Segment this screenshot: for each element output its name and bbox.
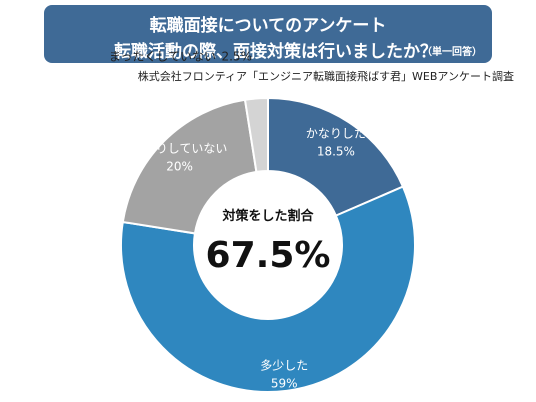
center-label: 対策をした割合	[221, 208, 314, 224]
slice-label-3: まったくしていない	[109, 50, 216, 64]
slice-value-2: 20%	[166, 160, 193, 174]
title-line-2: 転職活動の際、面接対策は行いましたか？	[114, 42, 437, 62]
slice-value-0: 18.5%	[317, 145, 355, 159]
slice-label-1: 多少した	[260, 358, 308, 372]
slice-value-1: 59%	[271, 376, 298, 390]
title-line-1: 転職面接についてのアンケート	[149, 16, 387, 36]
slice-0	[267, 96, 405, 217]
slice-2	[121, 98, 258, 235]
center-value: 67.5%	[206, 235, 331, 276]
slice-value-3: 2.5%	[221, 50, 252, 64]
slice-label-2: あまりしていない	[132, 142, 228, 156]
survey-source: 株式会社フロンティア「エンジニア転職面接飛ばす君」WEBアンケート調査	[137, 70, 514, 83]
title-banner: 転職面接についてのアンケート 転職活動の際、面接対策は行いましたか？ （単一回答…	[44, 5, 492, 63]
slice-1	[120, 185, 416, 393]
slice-label-0: かなりした	[306, 127, 366, 141]
answer-type-note: （単一回答）	[422, 47, 482, 58]
slice-3	[243, 96, 269, 174]
